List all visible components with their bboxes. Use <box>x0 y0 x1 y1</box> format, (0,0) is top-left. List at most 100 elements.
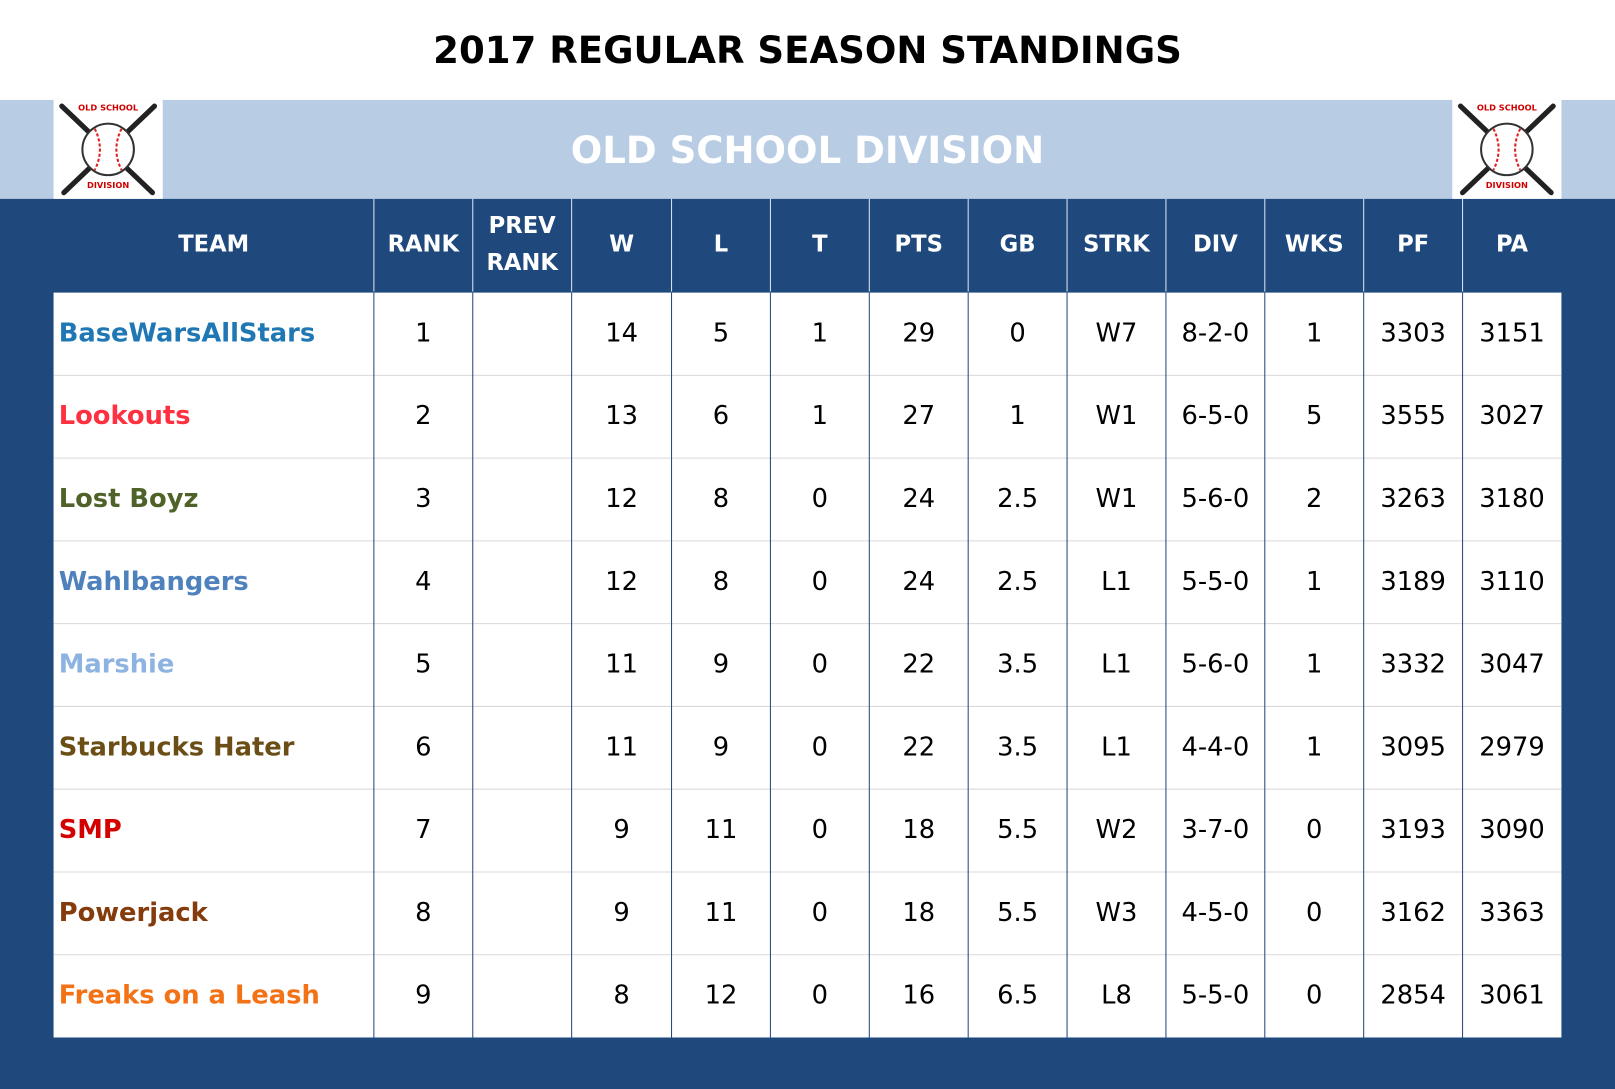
column-header: TEAM <box>178 232 249 258</box>
cell: 3-7-0 <box>1182 815 1250 845</box>
cell: 0 <box>812 815 828 845</box>
cell: 3162 <box>1380 898 1446 928</box>
cell: 7 <box>415 815 431 845</box>
cell: 2.5 <box>997 567 1038 597</box>
ball <box>1480 122 1534 177</box>
cell: 5 <box>1306 401 1322 431</box>
team-name: Lookouts <box>59 401 191 431</box>
cell: 24 <box>902 484 935 514</box>
cell: 1 <box>1306 650 1322 680</box>
column-header: PA <box>1496 232 1529 258</box>
team-name: Freaks on a Leash <box>59 981 320 1011</box>
cell: 9 <box>415 981 431 1011</box>
cell: 8 <box>415 898 431 928</box>
cell: 0 <box>1306 898 1322 928</box>
column-header: RANK <box>486 250 559 276</box>
cell: 29 <box>902 318 935 348</box>
cell: 22 <box>902 732 935 762</box>
logo-text: OLD SCHOOL <box>78 103 139 113</box>
cell: 0 <box>812 650 828 680</box>
cell: 3363 <box>1479 898 1545 928</box>
team-name: SMP <box>59 815 122 845</box>
column-header: PTS <box>895 232 943 258</box>
cell: 2979 <box>1479 732 1545 762</box>
cell: 8 <box>713 567 729 597</box>
cell: 3151 <box>1479 318 1545 348</box>
cell: 9 <box>613 898 629 928</box>
cell: 4 <box>415 567 431 597</box>
column-header: PREV <box>489 213 557 239</box>
cell: 4-5-0 <box>1182 898 1250 928</box>
logo-text: DIVISION <box>1486 180 1528 190</box>
cell: 12 <box>605 567 638 597</box>
cell: 0 <box>812 981 828 1011</box>
cell: 3 <box>415 484 431 514</box>
cell: 1 <box>1306 318 1322 348</box>
cell: 8 <box>613 981 629 1011</box>
cell: 4-4-0 <box>1182 732 1250 762</box>
cell: 5-6-0 <box>1182 484 1250 514</box>
cell: 1 <box>1009 401 1025 431</box>
cell: 6 <box>415 732 431 762</box>
column-header: T <box>812 232 828 258</box>
cell: 11 <box>605 732 638 762</box>
cell: 1 <box>415 318 431 348</box>
team-name: Marshie <box>59 650 175 680</box>
cell: 3180 <box>1479 484 1545 514</box>
cell: 11 <box>605 650 638 680</box>
cell: 5.5 <box>997 815 1038 845</box>
cell: 14 <box>605 318 638 348</box>
cell: W1 <box>1096 484 1138 514</box>
team-name: BaseWarsAllStars <box>59 318 315 348</box>
cell: 3061 <box>1479 981 1545 1011</box>
title: 2017 REGULAR SEASON STANDINGS <box>433 29 1182 72</box>
cell: 18 <box>902 898 935 928</box>
division-bar <box>0 99 1615 199</box>
cell: 0 <box>812 484 828 514</box>
cell: 3555 <box>1380 401 1446 431</box>
cell: L8 <box>1101 981 1132 1011</box>
cell: 3332 <box>1380 650 1446 680</box>
team-name: Lost Boyz <box>59 484 199 514</box>
cell: 3027 <box>1479 401 1545 431</box>
logo: OLD SCHOOL DIVISION <box>53 99 163 199</box>
cell: 18 <box>902 815 935 845</box>
cell: 12 <box>705 981 738 1011</box>
column-header: STRK <box>1083 232 1151 258</box>
team-name: Starbucks Hater <box>59 732 295 762</box>
seam <box>1492 128 1522 171</box>
table-body <box>53 292 1562 1038</box>
cell: 5-5-0 <box>1182 981 1250 1011</box>
team-name: Wahlbangers <box>59 567 249 597</box>
cell: 6.5 <box>997 981 1038 1011</box>
cell: 3189 <box>1380 567 1446 597</box>
cell: 0 <box>1306 815 1322 845</box>
cell: 6-5-0 <box>1182 401 1250 431</box>
cell: 3047 <box>1479 650 1545 680</box>
cell: 9 <box>613 815 629 845</box>
cell: W3 <box>1096 898 1138 928</box>
column-header: PF <box>1397 232 1429 258</box>
cell: W7 <box>1096 318 1138 348</box>
seam <box>93 128 123 171</box>
column-header: DIV <box>1193 232 1238 258</box>
cell: 5.5 <box>997 898 1038 928</box>
division-title: OLD SCHOOL DIVISION <box>571 129 1044 172</box>
logo-text: OLD SCHOOL <box>1477 103 1538 113</box>
cell: 2 <box>1306 484 1322 514</box>
cell: L1 <box>1101 567 1132 597</box>
cell: 0 <box>812 732 828 762</box>
cell: L1 <box>1101 732 1132 762</box>
cell: 0 <box>812 898 828 928</box>
cell: 16 <box>902 981 935 1011</box>
cell: 3263 <box>1380 484 1446 514</box>
cell: 1 <box>812 401 828 431</box>
cell: 22 <box>902 650 935 680</box>
cell: 8 <box>713 484 729 514</box>
cell: 3090 <box>1479 815 1545 845</box>
cell: 5-6-0 <box>1182 650 1250 680</box>
cell: 24 <box>902 567 935 597</box>
cell: 0 <box>812 567 828 597</box>
